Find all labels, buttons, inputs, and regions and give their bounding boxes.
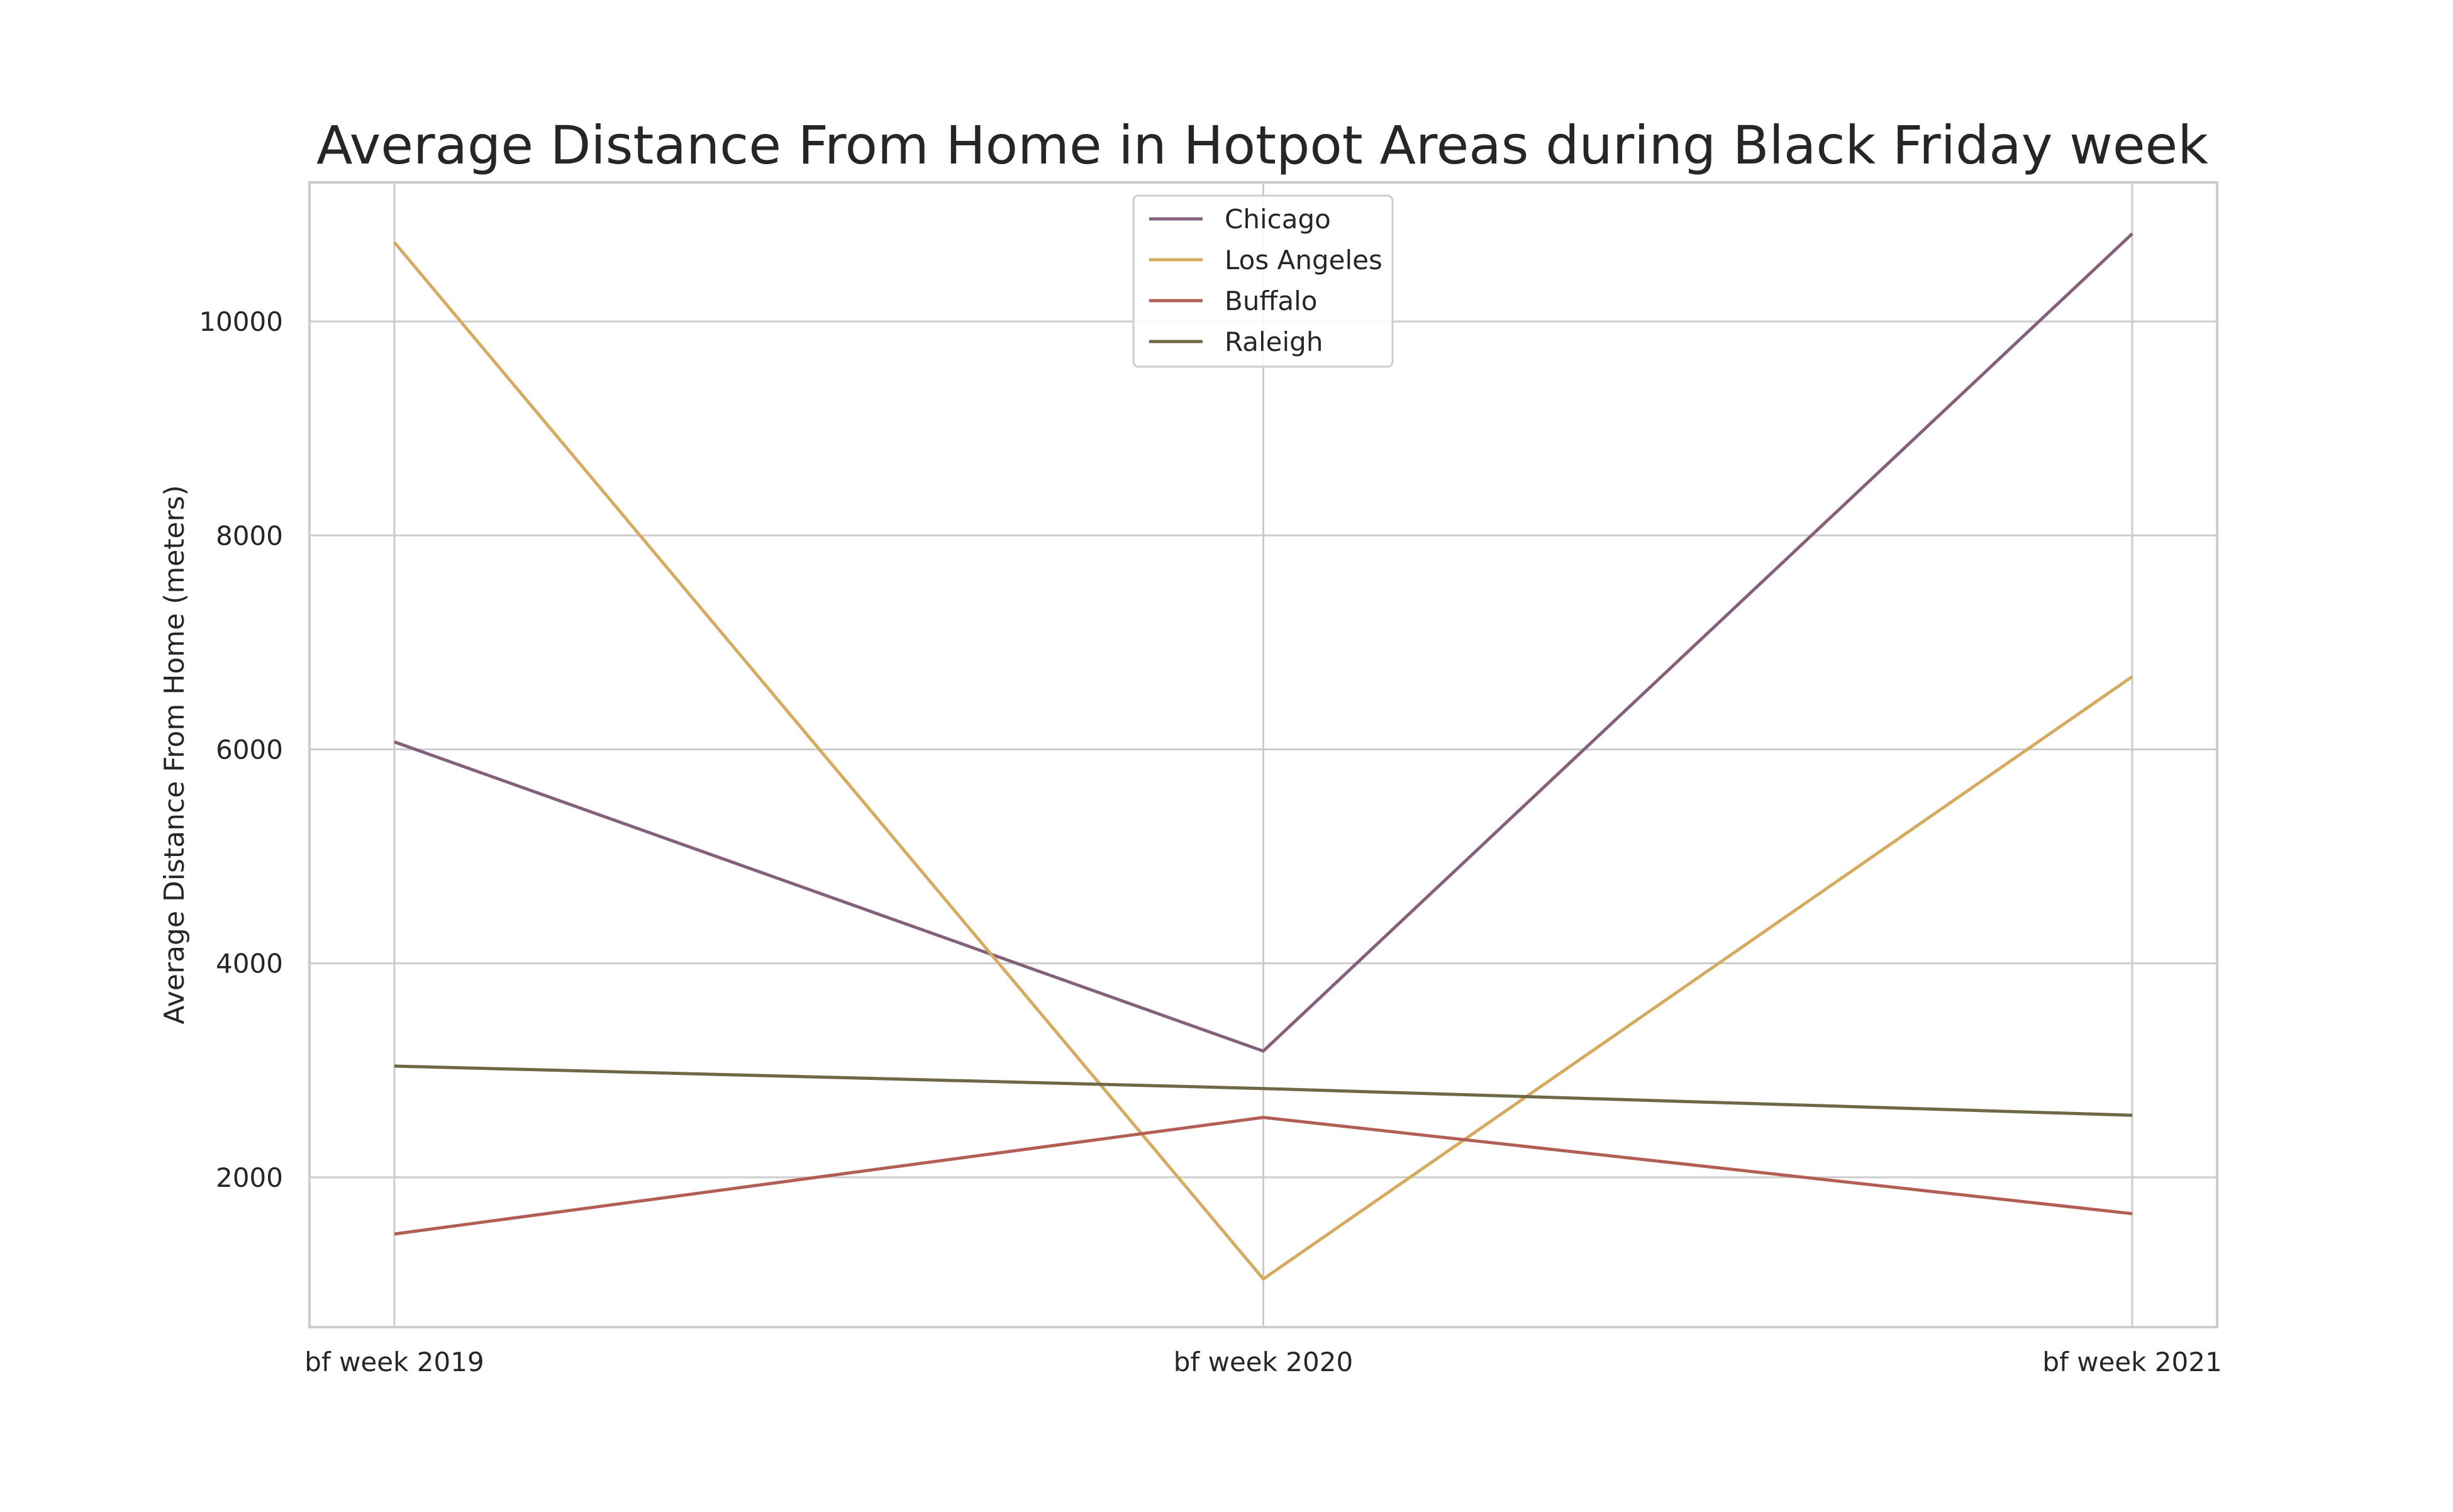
grid	[309, 182, 2217, 1327]
legend-entries: Chicago Los Angeles Buffalo Raleigh	[1149, 204, 1382, 357]
legend-label-los-angeles: Los Angeles	[1225, 245, 1382, 275]
y-tick-label: 6000	[216, 734, 283, 765]
series-line-buffalo	[394, 1116, 2133, 1236]
x-tick-label: bf week 2020	[1174, 1347, 1353, 1377]
x-tick-label: bf week 2019	[304, 1347, 484, 1377]
series-line-chicago	[394, 232, 2133, 1053]
legend-label-raleigh: Raleigh	[1225, 326, 1323, 357]
legend[interactable]: Chicago Los Angeles Buffalo Raleigh	[1132, 194, 1394, 368]
x-tick-label: bf week 2021	[2042, 1347, 2222, 1377]
series-lines	[393, 232, 2133, 1281]
axis-ticks: bf week 2019 bf week 2020 bf week 2021 2000…	[199, 306, 2222, 1377]
y-tick-label: 8000	[216, 520, 283, 551]
y-tick-label: 4000	[216, 948, 283, 979]
chart-title: Average Distance From Home in Hotpot Are…	[316, 114, 2208, 176]
series-line-raleigh	[394, 1064, 2133, 1117]
plot-area-frame	[308, 181, 2218, 1328]
legend-box	[1132, 194, 1394, 368]
legend-label-buffalo: Buffalo	[1225, 286, 1317, 316]
y-tick-label: 10000	[199, 306, 283, 337]
y-tick-label: 2000	[216, 1162, 283, 1193]
legend-label-chicago: Chicago	[1225, 204, 1331, 235]
y-axis-label: Average Distance From Home (meters)	[159, 485, 191, 1025]
series-line-los-angeles	[393, 241, 2133, 1281]
